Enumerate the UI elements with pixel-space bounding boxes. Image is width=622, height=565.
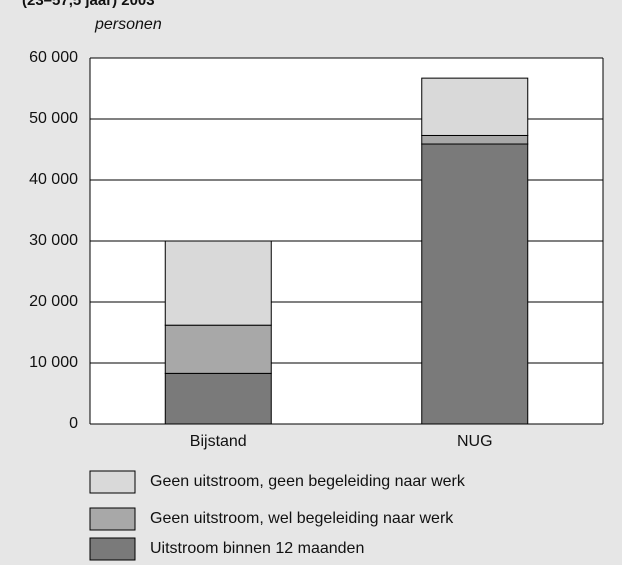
- x-tick-label: NUG: [457, 433, 493, 450]
- y-tick-label: 0: [69, 415, 78, 432]
- y-tick-label: 30 000: [29, 232, 78, 249]
- bar-segment: [164, 240, 272, 326]
- bar-segment: [421, 143, 529, 425]
- bar-segment: [164, 324, 272, 374]
- y-tick-label: 10 000: [29, 354, 78, 371]
- bar-segment: [164, 372, 272, 425]
- chart-title: (23–57,5 jaar) 2003: [22, 0, 155, 9]
- y-tick-label: 50 000: [29, 110, 78, 127]
- legend-swatch: [89, 470, 136, 494]
- y-tick-label: 40 000: [29, 171, 78, 188]
- bar-segment: [421, 77, 529, 136]
- bar-segment: [421, 134, 529, 145]
- legend-swatch: [89, 507, 136, 531]
- y-axis-label: personen: [94, 16, 162, 33]
- legend-label: Uitstroom binnen 12 maanden: [150, 540, 364, 557]
- legend-label: Geen uitstroom, wel begeleiding naar wer…: [150, 510, 454, 527]
- y-tick-label: 60 000: [29, 49, 78, 66]
- y-tick-label: 20 000: [29, 293, 78, 310]
- legend-label: Geen uitstroom, geen begeleiding naar we…: [150, 473, 466, 490]
- legend-swatch: [89, 537, 136, 561]
- x-tick-label: Bijstand: [190, 433, 247, 450]
